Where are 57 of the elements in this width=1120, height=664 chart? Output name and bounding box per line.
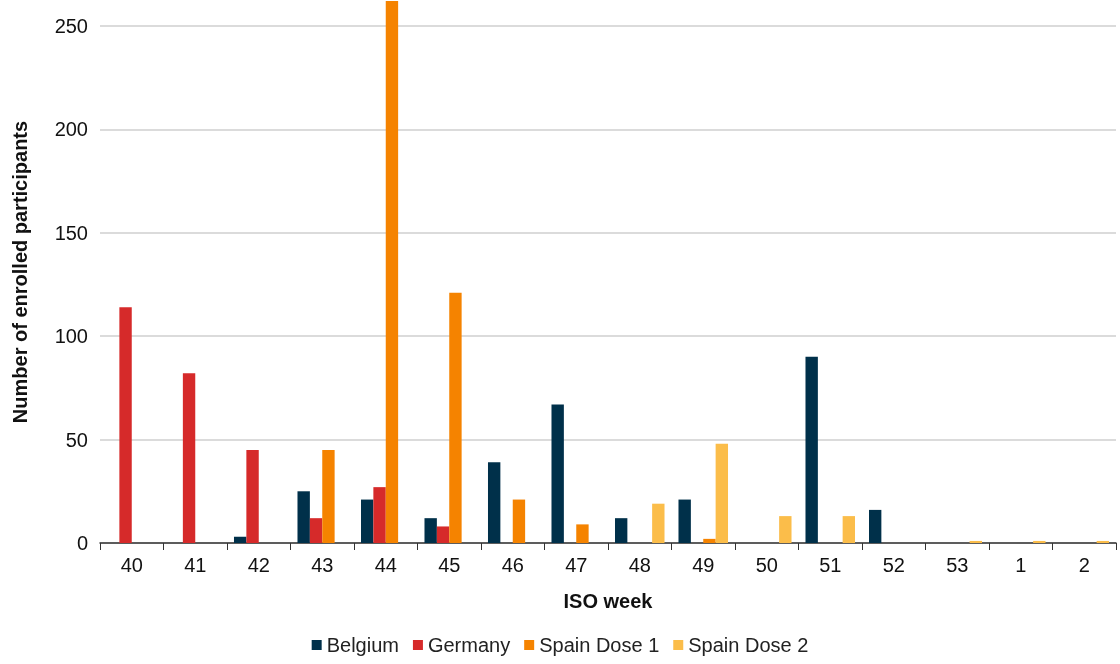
bar <box>385 1 399 543</box>
bar <box>868 509 882 543</box>
x-tick-label: 47 <box>565 554 588 576</box>
x-axis-title: ISO week <box>563 590 654 612</box>
legend-label: Spain Dose 2 <box>688 634 809 656</box>
bar <box>614 518 628 543</box>
y-tick-label: 50 <box>65 428 88 451</box>
y-tick-label: 0 <box>76 532 88 554</box>
bar <box>715 443 729 543</box>
bar <box>576 524 589 543</box>
x-tick-label: 41 <box>184 554 207 576</box>
x-tick-label: 43 <box>311 554 334 576</box>
bar <box>424 518 437 543</box>
y-tick-label: 250 <box>54 14 88 37</box>
y-tick-label: 100 <box>54 325 88 348</box>
bar <box>1096 540 1110 543</box>
x-tick-label: 45 <box>438 554 461 576</box>
y-axis-title: Number of enrolled participants <box>9 120 31 424</box>
x-tick-label: 42 <box>247 554 270 576</box>
bar <box>652 503 665 543</box>
bar <box>551 404 564 543</box>
bar <box>119 307 132 543</box>
x-tick-label: 52 <box>882 554 905 576</box>
bar <box>678 499 691 543</box>
x-tick-label: 53 <box>946 554 969 576</box>
bar <box>373 487 386 543</box>
bar <box>969 540 983 543</box>
legend-label: Germany <box>427 634 511 656</box>
bar <box>703 538 716 543</box>
bar <box>487 462 501 543</box>
bar <box>1033 540 1046 543</box>
bar <box>449 292 462 543</box>
legend-label: Spain Dose 1 <box>539 634 660 656</box>
bar <box>309 518 323 543</box>
x-tick-label: 2 <box>1078 554 1090 576</box>
x-tick-label: 44 <box>374 554 397 576</box>
bar <box>297 491 310 543</box>
x-tick-label: 46 <box>501 554 524 576</box>
y-tick-label: 150 <box>54 221 88 244</box>
x-tick-label: 40 <box>120 554 143 576</box>
bar <box>182 373 196 543</box>
bar <box>512 499 526 543</box>
y-tick-label: 200 <box>54 118 88 141</box>
x-tick-label: 49 <box>692 554 715 576</box>
bar <box>233 536 247 543</box>
legend-label: Belgium <box>326 634 399 656</box>
bar <box>805 356 818 543</box>
x-tick-label: 50 <box>755 554 778 576</box>
bar <box>779 516 792 543</box>
x-tick-label: 1 <box>1015 554 1027 576</box>
x-tick-label: 51 <box>819 554 842 576</box>
bar <box>842 516 856 543</box>
bar <box>322 449 335 543</box>
x-tick-label: 48 <box>628 554 651 576</box>
bar <box>436 526 450 543</box>
bar <box>246 449 259 543</box>
bar <box>360 499 374 543</box>
